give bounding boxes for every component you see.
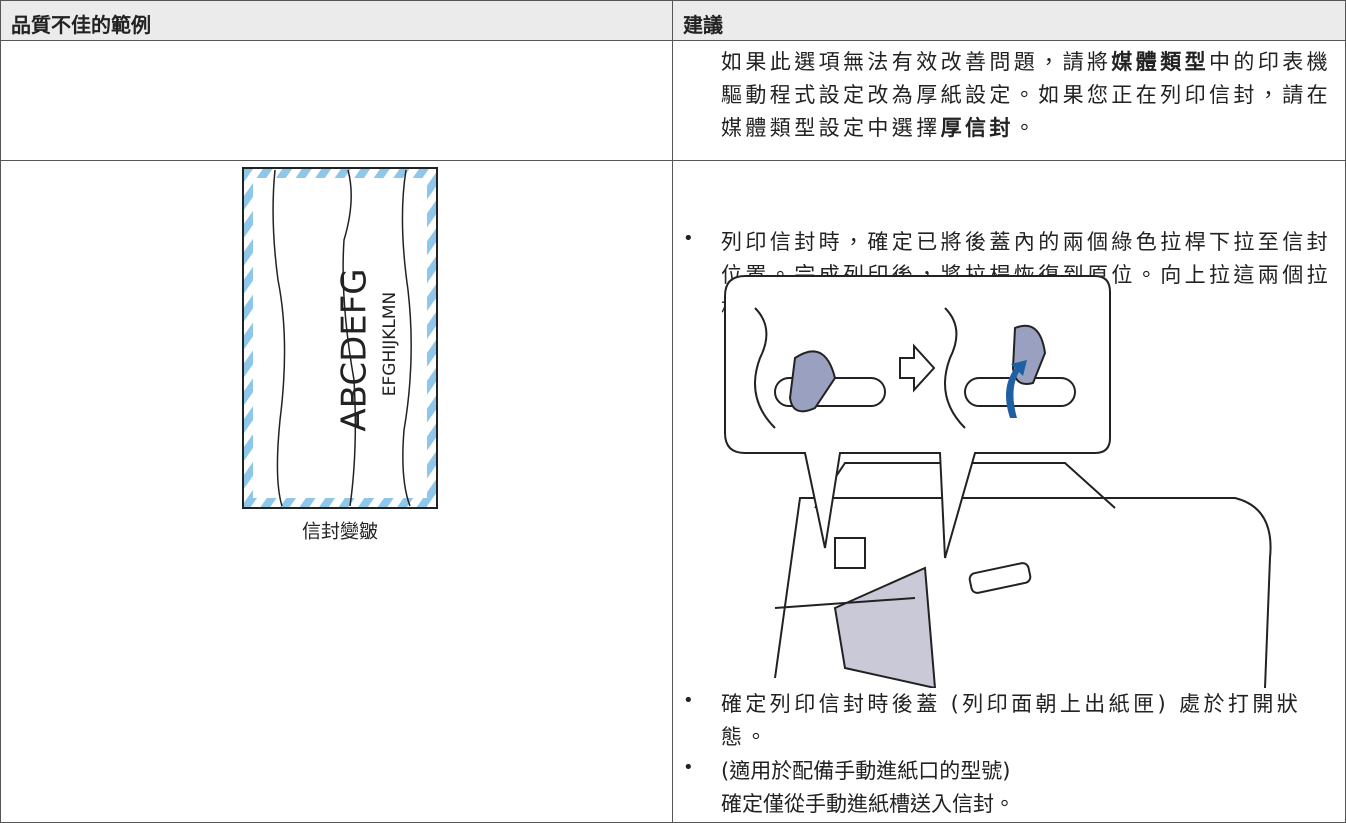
bold-text: 媒體類型: [1111, 50, 1210, 74]
envelope-text: ABCDEFG: [335, 268, 375, 431]
header-cell: 品質不佳的範例: [0, 0, 673, 41]
envelope-illustration: ABCDEFG EFGHIJKLMN 信封變皺: [242, 167, 438, 543]
text: 如果此選項無法有效改善問題，請將: [721, 50, 1112, 74]
header-text: 品質不佳的範例: [11, 13, 151, 37]
bullet-marker: •: [683, 757, 694, 778]
bullet-text: (適用於配備手動進紙口的型號): [721, 759, 1011, 783]
bullet-text: 確定列印信封時後蓋 (列印面朝上出紙匣) 處於打開狀態。: [721, 692, 1302, 749]
bullet-marker: •: [683, 690, 694, 711]
table-cell: [0, 40, 673, 161]
bullet-marker: •: [683, 228, 694, 249]
text: 。: [1013, 116, 1039, 140]
suggestion: 如果此選項無法有效改善問題，請將媒體類型中的印表機驅動程式設定改為厚紙設定。如果…: [721, 46, 1341, 145]
printer-illustration: [724, 275, 1272, 688]
header-cell: 建議: [672, 0, 1346, 41]
note: 確定僅從手動進紙槽送入信封。: [721, 792, 1015, 816]
envelope-text: EFGHIJKLMN: [380, 292, 400, 397]
text: 中的印表機驅動程式設定改為厚紙設定。如果您正在列印信封，請在媒體類型設定中選擇: [721, 50, 1332, 140]
header-text: 建議: [683, 13, 723, 37]
caption: 信封變皺: [302, 521, 378, 543]
bold-text: 厚信封: [940, 116, 1014, 140]
